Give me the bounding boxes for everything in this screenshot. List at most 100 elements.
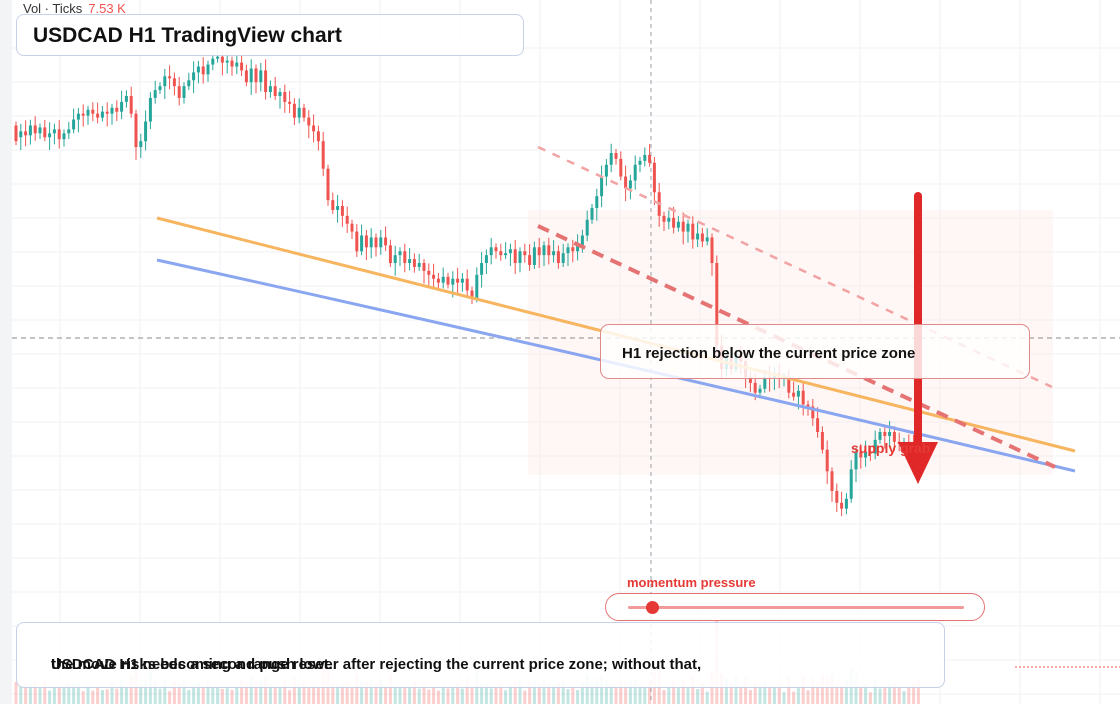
volume-bar — [868, 692, 872, 704]
volume-bar — [38, 688, 42, 704]
candle-body — [580, 235, 584, 246]
volume-bar — [830, 673, 834, 704]
volume-bar — [878, 688, 882, 704]
volume-bar — [312, 685, 316, 704]
volume-bar — [153, 680, 157, 704]
volume-bar — [417, 688, 421, 704]
candle-body — [48, 133, 52, 138]
candle-body — [681, 221, 685, 232]
momentum-slider[interactable] — [605, 593, 985, 621]
candle-body — [240, 62, 244, 71]
down-arrow-icon — [898, 442, 938, 484]
volume-bar — [820, 674, 824, 704]
volume-bar — [912, 682, 916, 704]
volume-bar — [355, 673, 359, 704]
volume-bar — [585, 674, 589, 704]
volume-bar — [638, 684, 642, 704]
candle-body — [412, 259, 416, 267]
volume-bar — [595, 678, 599, 704]
volume-bar — [235, 687, 239, 704]
candle-body — [249, 68, 253, 83]
candle-body — [408, 259, 412, 264]
candle-body — [288, 101, 292, 104]
candle-body — [892, 432, 896, 442]
volume-bar — [648, 682, 652, 704]
volume-bar — [667, 687, 671, 704]
candle-body — [91, 109, 95, 114]
volume-bar — [864, 684, 868, 704]
volume-bar — [739, 687, 743, 704]
supply-grab-label: supply grab — [851, 440, 931, 456]
volume-bar — [288, 690, 292, 704]
candle-body — [316, 131, 320, 142]
candle-body — [484, 255, 488, 264]
volume-bar — [206, 679, 210, 704]
candle-body — [590, 207, 594, 220]
volume-bar — [273, 686, 277, 704]
momentum-knob[interactable] — [645, 601, 659, 614]
candle-body — [854, 451, 858, 470]
rejection-zone-callout[interactable]: H1 rejection below the current price zon… — [600, 324, 1030, 379]
volume-bar — [696, 689, 700, 704]
volume-bar — [120, 679, 124, 704]
candle-body — [648, 154, 652, 163]
candles — [14, 45, 920, 517]
volume-bar — [129, 674, 133, 704]
volume-bar — [892, 683, 896, 704]
candle-body — [326, 168, 330, 201]
candle-body — [139, 141, 143, 148]
volume-bar — [854, 673, 858, 704]
candle-body — [331, 200, 335, 210]
candle-body — [336, 206, 340, 210]
candle-body — [369, 237, 373, 248]
volume-bar — [566, 689, 570, 704]
volume-bar — [398, 686, 402, 704]
volume-bar — [19, 686, 23, 704]
volume-bar — [811, 678, 815, 704]
candle-body — [100, 111, 104, 118]
volume-bar — [547, 683, 551, 704]
volume-bar — [840, 686, 844, 704]
volume-bar — [201, 685, 205, 704]
candle-body — [600, 176, 604, 197]
candle-body — [115, 107, 119, 112]
volume-bar — [662, 690, 666, 704]
candle-body — [14, 125, 18, 142]
volume-bar — [628, 680, 632, 704]
candle-body — [864, 451, 868, 458]
volume-bar — [576, 690, 580, 704]
volume-bar — [316, 686, 320, 704]
candle-body — [609, 152, 613, 165]
candle-body — [480, 263, 484, 275]
volume-bar — [835, 685, 839, 704]
volume-bar — [480, 684, 484, 704]
volume-bar — [470, 686, 474, 704]
candle-body — [676, 221, 680, 228]
candle-body — [662, 215, 666, 222]
volume-bar — [33, 681, 37, 704]
volume-bar — [580, 682, 584, 704]
candle-body — [523, 251, 527, 256]
candle-body — [177, 86, 181, 98]
volume-bar — [528, 681, 532, 704]
candle-body — [163, 76, 167, 87]
candle-body — [393, 255, 397, 264]
candle-body — [278, 92, 282, 96]
candle-body — [364, 235, 368, 248]
candle-body — [619, 158, 623, 177]
candle-body — [652, 162, 656, 193]
volume-bar — [619, 680, 623, 704]
candle-body — [700, 233, 704, 242]
candle-body — [417, 263, 421, 267]
candle-body — [403, 251, 407, 264]
candle-body — [52, 129, 56, 134]
volume-bar — [393, 687, 397, 704]
volume-bar — [720, 672, 724, 704]
volume-bar — [600, 676, 604, 704]
volume-bar — [220, 689, 224, 704]
candle-body — [158, 86, 162, 91]
volume-bar — [888, 683, 892, 704]
volume-bar — [297, 684, 301, 704]
candle-body — [796, 390, 800, 397]
candle-body — [57, 129, 61, 140]
